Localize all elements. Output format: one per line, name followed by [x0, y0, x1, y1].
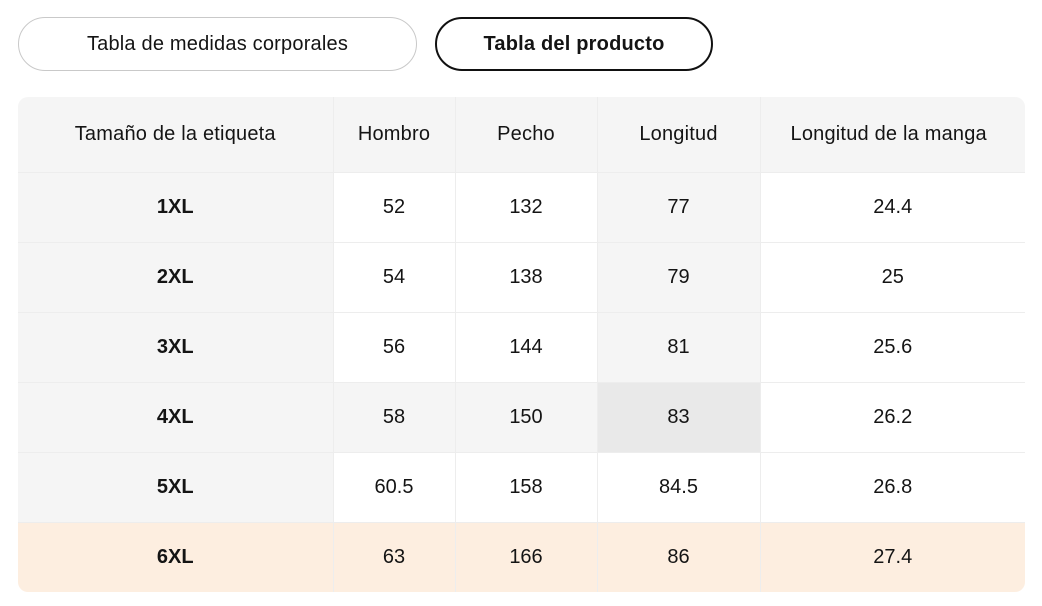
size-table: Tamaño de la etiqueta Hombro Pecho Longi… [18, 97, 1025, 592]
table-row-1xl[interactable]: 1XL 52 132 77 24.4 [18, 172, 1025, 243]
size-table-container: Tamaño de la etiqueta Hombro Pecho Longi… [18, 97, 1025, 592]
size-label-cell: 1XL [18, 172, 333, 243]
sleeve-length-cell: 27.4 [759, 522, 1025, 592]
column-header-shoulder: Hombro [332, 97, 455, 173]
table-row-3xl[interactable]: 3XL 56 144 81 25.6 [18, 312, 1025, 383]
chest-cell: 158 [454, 452, 597, 523]
size-label-cell: 6XL [18, 522, 333, 592]
shoulder-cell: 63 [332, 522, 455, 592]
length-cell: 86 [596, 522, 760, 592]
shoulder-cell: 60.5 [332, 452, 455, 523]
tab-body-measurements[interactable]: Tabla de medidas corporales [18, 17, 417, 71]
tab-product-table[interactable]: Tabla del producto [435, 17, 713, 71]
chest-cell: 138 [454, 242, 597, 313]
sleeve-length-cell: 25.6 [759, 312, 1025, 383]
table-row-5xl[interactable]: 5XL 60.5 158 84.5 26.8 [18, 452, 1025, 523]
column-header-length: Longitud [596, 97, 760, 173]
length-cell-highlighted: 83 [596, 382, 760, 453]
sleeve-length-cell: 24.4 [759, 172, 1025, 243]
column-header-label-size: Tamaño de la etiqueta [18, 97, 333, 173]
sleeve-length-cell: 26.2 [759, 382, 1025, 453]
shoulder-cell: 56 [332, 312, 455, 383]
shoulder-cell: 52 [332, 172, 455, 243]
table-row-2xl[interactable]: 2XL 54 138 79 25 [18, 242, 1025, 313]
tab-product-table-label: Tabla del producto [483, 32, 665, 55]
size-label-cell: 2XL [18, 242, 333, 313]
shoulder-cell: 58 [332, 382, 455, 453]
tab-body-measurements-label: Tabla de medidas corporales [86, 32, 349, 55]
shoulder-cell: 54 [332, 242, 455, 313]
column-header-sleeve-length: Longitud de la manga [759, 97, 1025, 173]
chest-cell: 150 [454, 382, 597, 453]
chest-cell: 132 [454, 172, 597, 243]
sleeve-length-cell: 25 [759, 242, 1025, 313]
length-cell: 84.5 [596, 452, 760, 523]
table-header-row: Tamaño de la etiqueta Hombro Pecho Longi… [18, 97, 1025, 173]
length-cell: 81 [596, 312, 760, 383]
table-row-6xl-selected[interactable]: 6XL 63 166 86 27.4 [18, 522, 1025, 592]
size-chart-tabs: Tabla de medidas corporales Tabla del pr… [18, 17, 1042, 71]
column-header-chest: Pecho [454, 97, 597, 173]
chest-cell: 166 [454, 522, 597, 592]
chest-cell: 144 [454, 312, 597, 383]
length-cell: 77 [596, 172, 760, 243]
size-label-cell: 4XL [18, 382, 333, 453]
size-label-cell: 3XL [18, 312, 333, 383]
length-cell: 79 [596, 242, 760, 313]
sleeve-length-cell: 26.8 [759, 452, 1025, 523]
table-row-4xl[interactable]: 4XL 58 150 83 26.2 [18, 382, 1025, 453]
size-label-cell: 5XL [18, 452, 333, 523]
